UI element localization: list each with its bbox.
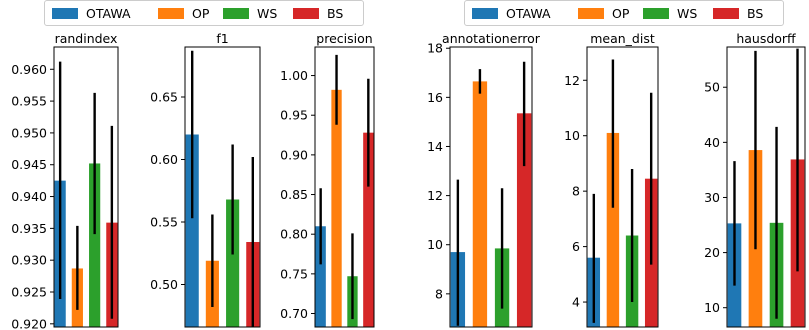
y-tick-label: 0.950 [11, 125, 47, 140]
legend-label: BS [327, 5, 344, 21]
y-tick-label: 10 [427, 237, 443, 252]
legend-label: OTAWA [506, 5, 551, 21]
legend-label: BS [747, 5, 764, 21]
y-tick-label: 0.75 [280, 266, 308, 281]
y-tick-label: 20 [704, 245, 720, 260]
panel-title: annotationerror [442, 31, 541, 46]
legend-item-otawa: OTAWA [472, 1, 551, 25]
bar [606, 132, 620, 327]
legend-item-otawa: OTAWA [52, 1, 131, 25]
y-tick-label: 0.85 [280, 187, 308, 202]
bar [472, 81, 488, 328]
legend-label: OP [612, 5, 630, 21]
bar [185, 134, 199, 327]
y-tick-label: 10 [564, 128, 580, 143]
bar [89, 163, 101, 327]
y-tick-label: 8 [572, 184, 580, 199]
y-tick-label: 0.50 [150, 277, 178, 292]
bar [226, 199, 240, 327]
legend-swatch [223, 7, 249, 19]
y-tick-label: 10 [704, 300, 720, 315]
legend-label: OP [192, 5, 210, 21]
legend-label: WS [257, 5, 278, 21]
y-tick-label: 14 [427, 139, 443, 154]
y-tick-label: 0.65 [150, 90, 178, 105]
y-tick-label: 0.95 [280, 108, 308, 123]
y-tick-label: 0.60 [150, 152, 178, 167]
y-tick-label: 4 [572, 295, 580, 310]
y-tick-label: 0.945 [11, 157, 47, 172]
y-tick-label: 0.955 [11, 94, 47, 109]
y-tick-label: 12 [427, 188, 443, 203]
panel-title: f1 [216, 31, 228, 46]
y-tick-label: 6 [572, 239, 580, 254]
y-tick-label: 0.55 [150, 215, 178, 230]
y-tick-label: 16 [427, 90, 443, 105]
y-tick-label: 8 [435, 286, 443, 301]
legend-swatch [713, 7, 739, 19]
legend-item-ws: WS [643, 1, 697, 25]
axes-frame [726, 46, 806, 328]
y-tick-label: 0.70 [280, 306, 308, 321]
panel-title: randindex [55, 31, 118, 46]
legend-item-op: OP [158, 1, 209, 25]
legend-swatch [52, 7, 78, 19]
legend-swatch [158, 7, 184, 19]
y-tick-label: 40 [704, 135, 720, 150]
bar [331, 89, 342, 328]
legend-swatch [578, 7, 604, 19]
legend-right: OTAWA OP WS BS [464, 0, 784, 26]
bar [315, 226, 326, 327]
legend-swatch [472, 7, 498, 19]
y-tick-label: 0.930 [11, 253, 47, 268]
y-tick-label: 1.00 [280, 68, 308, 83]
panel-title: hausdorff [736, 31, 796, 46]
y-tick-label: 0.920 [11, 316, 47, 330]
axes-frame [53, 46, 119, 328]
y-tick-label: 0.925 [11, 285, 47, 300]
legend-item-ws: WS [223, 1, 277, 25]
axes-frame [586, 46, 659, 328]
y-tick-label: 0.90 [280, 147, 308, 162]
legend-item-bs: BS [293, 1, 343, 25]
y-tick-label: 18 [427, 41, 443, 56]
bar [516, 113, 532, 327]
y-tick-label: 0.935 [11, 221, 47, 236]
y-tick-label: 50 [704, 80, 720, 95]
legend-left: OTAWA OP WS BS [44, 0, 364, 26]
axes-frame [184, 46, 261, 328]
axes-frame [449, 46, 533, 328]
bar [363, 132, 374, 327]
axes-frame [314, 46, 375, 328]
legend-label: WS [677, 5, 698, 21]
legend-swatch [643, 7, 669, 19]
legend-swatch [293, 7, 319, 19]
y-tick-label: 30 [704, 190, 720, 205]
legend-item-bs: BS [713, 1, 763, 25]
y-tick-label: 0.80 [280, 227, 308, 242]
y-tick-label: 0.960 [11, 62, 47, 77]
legend-label: OTAWA [86, 5, 131, 21]
legend-item-op: OP [578, 1, 629, 25]
y-tick-label: 12 [564, 73, 580, 88]
y-tick-label: 0.940 [11, 189, 47, 204]
panel-title: mean_dist [590, 31, 655, 46]
panel-title: precision [316, 31, 372, 46]
